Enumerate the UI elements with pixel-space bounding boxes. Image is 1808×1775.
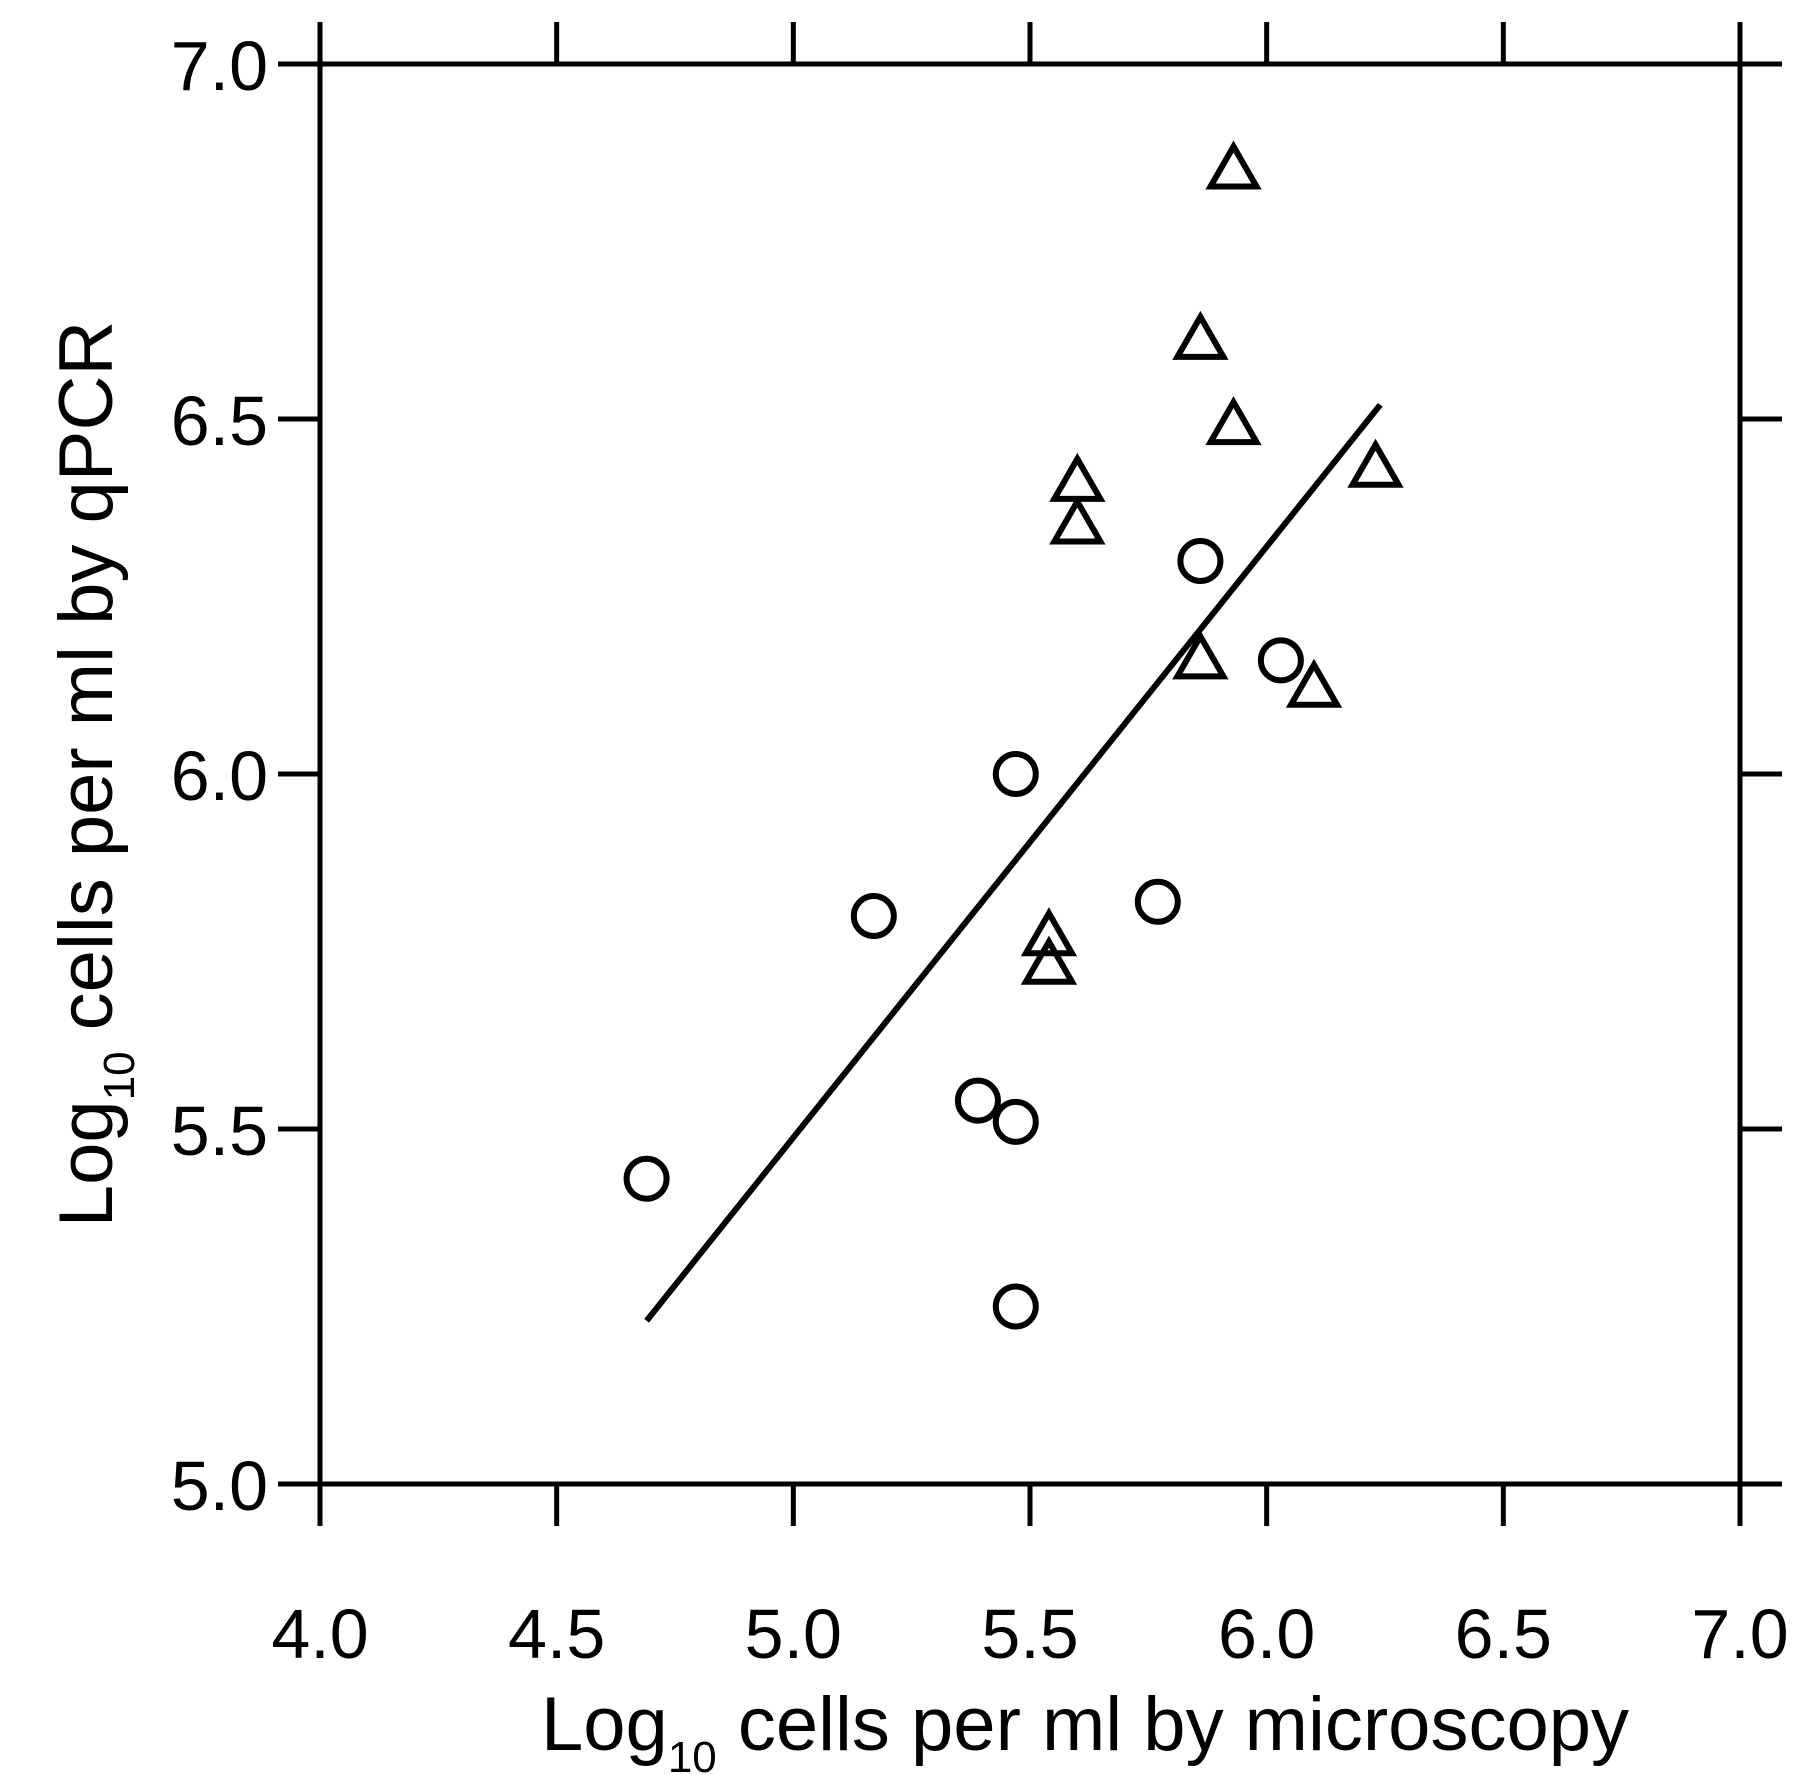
- x-tick-label: 5.5: [981, 1595, 1078, 1673]
- y-axis-label: Log10 cells per ml by qPCR: [44, 321, 144, 1227]
- triangle-point: [1205, 396, 1262, 446]
- circle-point: [954, 1077, 1001, 1124]
- circle-point: [623, 1155, 670, 1202]
- plot-frame: [317, 61, 1743, 1487]
- triangle-point: [1020, 907, 1078, 957]
- x-tick-labels: 4.0 4.5 5.0 5.5 6.0 6.5 7.0: [271, 1595, 1788, 1673]
- y-tick-label: 5.0: [171, 1447, 268, 1525]
- x-tick-label: 6.0: [1218, 1595, 1315, 1673]
- circle-point: [850, 893, 897, 939]
- y-tick-label: 7.0: [171, 27, 268, 105]
- x-tick-label: 7.0: [1691, 1595, 1788, 1673]
- triangle-point: [1172, 630, 1229, 680]
- triangle-point: [1205, 140, 1262, 190]
- triangle-point: [1172, 310, 1229, 360]
- x-tick-label: 4.0: [271, 1595, 368, 1673]
- circle-point: [992, 1098, 1039, 1145]
- x-axis-label: Log10 cells per ml by microscopy: [541, 1682, 1629, 1775]
- circle-point: [992, 751, 1039, 797]
- circle-point: [1177, 538, 1224, 584]
- triangle-point: [1285, 658, 1343, 708]
- axis-ticks: [278, 22, 1782, 1526]
- triangle-point: [1049, 495, 1106, 545]
- y-tick-label: 5.5: [171, 1092, 268, 1170]
- y-tick-label: 6.0: [171, 737, 268, 815]
- x-tick-label: 5.0: [745, 1595, 842, 1673]
- triangle-point: [1347, 438, 1404, 488]
- circle-point: [992, 1283, 1039, 1330]
- y-tick-label: 6.5: [171, 382, 268, 460]
- x-tick-label: 4.5: [508, 1595, 605, 1673]
- regression-line: [644, 402, 1383, 1323]
- circle-point: [1257, 637, 1304, 684]
- triangle-point: [1049, 452, 1106, 502]
- regression-line-group: [644, 402, 1383, 1323]
- circle-point: [1134, 878, 1181, 925]
- y-tick-labels: 5.0 5.5 6.0 6.5 7.0: [171, 27, 268, 1525]
- x-tick-label: 6.5: [1455, 1595, 1552, 1673]
- triangle-point: [1020, 935, 1078, 985]
- data-markers: [623, 140, 1404, 1330]
